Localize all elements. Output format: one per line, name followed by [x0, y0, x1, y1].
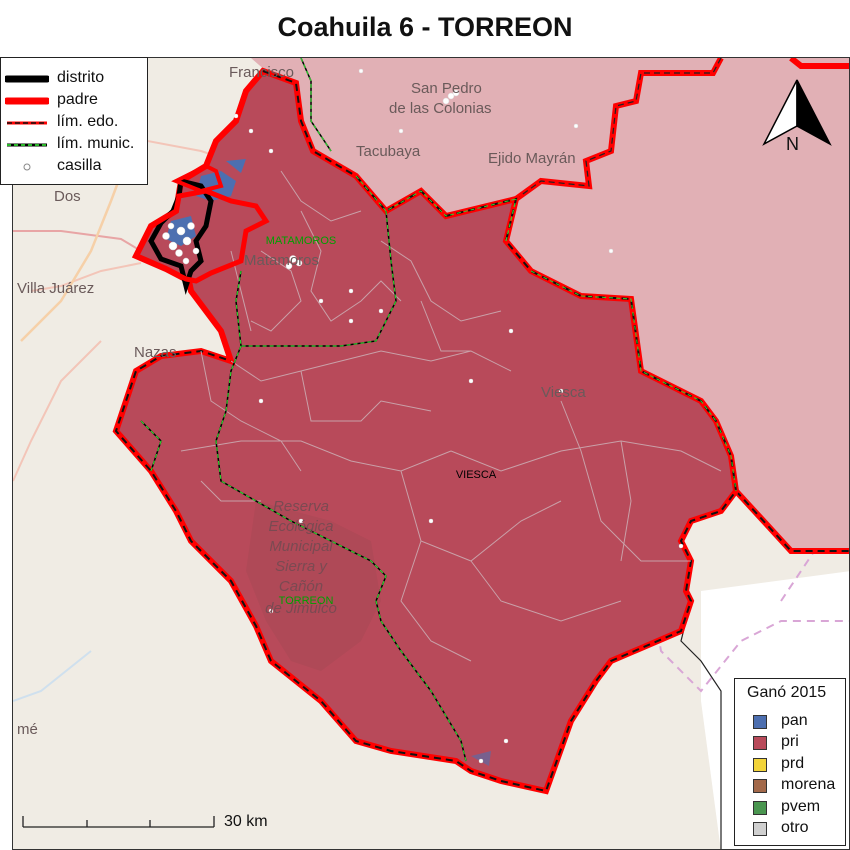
morena-swatch [753, 779, 767, 793]
label-reserva: Reserva [273, 498, 329, 515]
legend-item-edo: lím. edo. [5, 112, 145, 134]
label-tacubaya: Tacubaya [356, 143, 421, 160]
legend-label-pan: pan [781, 712, 808, 729]
padre-line-swatch [5, 97, 49, 105]
pvem-swatch [753, 801, 767, 815]
casilla-points [162, 68, 684, 764]
legend-label-distrito: distrito [57, 69, 105, 86]
padre-region [231, 58, 849, 551]
label-san-pedro: San Pedro [411, 80, 482, 97]
legend-label-prd: prd [781, 755, 805, 772]
legend-label-edo: lím. edo. [57, 113, 119, 130]
legend-label-padre: padre [57, 91, 98, 108]
label-me: mé [17, 721, 38, 738]
otro-swatch [753, 822, 767, 836]
pan-section [226, 159, 246, 173]
legend-label-otro: otro [781, 819, 809, 836]
line-legend: distrito padre lím. edo. lím. munic. cas… [0, 57, 148, 185]
pri-swatch [753, 736, 767, 750]
label-villa-juarez: Villa Juárez [17, 280, 94, 297]
party-legend-title: Ganó 2015 [747, 684, 827, 701]
label-viesca-town: Viesca [541, 384, 586, 401]
north-label: N [786, 134, 799, 154]
pan-section [471, 751, 491, 766]
party-legend: Ganó 2015 pan pri prd morena pvem otro [734, 678, 846, 846]
padre-urban-boundary [132, 188, 270, 284]
label-municipio-torreon: TORREON [279, 595, 334, 607]
basemap-river [13, 650, 92, 702]
legend-item-distrito: distrito [5, 68, 145, 90]
scale-bar-label: 30 km [224, 813, 268, 830]
label-dos: Dos [54, 188, 81, 205]
padre-urban-boundary [171, 163, 224, 194]
prd-swatch [753, 758, 767, 772]
state-limit [515, 58, 722, 200]
legend-label-pri: pri [781, 733, 799, 750]
basemap-road [30, 262, 142, 292]
legend-label-pvem: pvem [781, 798, 821, 815]
section-boundaries [180, 170, 722, 662]
map-frame[interactable]: Francisco San Pedro de las Colonias Tacu… [12, 57, 850, 850]
legend-item-munic: lím. munic. [5, 134, 145, 156]
label-de-jimulco: de Jimulco [265, 600, 337, 617]
legend-item-padre: padre [5, 90, 145, 112]
label-francisco: Francisco [229, 64, 294, 81]
state-limit [735, 490, 849, 552]
reserve-area [246, 501, 381, 671]
municipal-limit-swatch [7, 143, 47, 147]
label-municipio-matamoros: MATAMOROS [266, 235, 336, 247]
padre-region-north [251, 58, 721, 216]
label-sierra-y: Sierra y [275, 558, 328, 575]
state-limit-swatch [7, 121, 47, 125]
label-matamoros-town: Matamoros [244, 252, 319, 269]
casilla-point-swatch [23, 163, 31, 171]
padre-boundary [789, 58, 849, 69]
label-municipal: Municipal [269, 538, 333, 555]
label-ejido-mayran: Ejido Mayrán [488, 150, 576, 167]
municipal-limits [140, 58, 737, 762]
north-arrow-icon [762, 79, 832, 146]
label-canon: Cañón [279, 578, 323, 595]
distrito-line-swatch [5, 75, 49, 83]
legend-label-munic: lím. munic. [57, 135, 135, 152]
label-de-las-colonias: de las Colonias [389, 100, 492, 117]
legend-item-casilla: casilla [5, 156, 145, 178]
basemap-road [13, 230, 142, 252]
label-municipio-viesca: VIESCA [456, 469, 497, 481]
pan-swatch [753, 715, 767, 729]
legend-label-morena: morena [781, 776, 836, 793]
map-title: Coahuila 6 - TORREON [277, 12, 573, 42]
map-canvas: Francisco San Pedro de las Colonias Tacu… [13, 58, 849, 849]
scale-bar [22, 816, 215, 828]
label-ecologica: Ecológica [268, 518, 333, 535]
legend-label-casilla: casilla [57, 157, 102, 174]
basemap-road [20, 160, 128, 342]
label-nazas: Nazas [134, 344, 177, 361]
basemap-road [13, 340, 102, 482]
